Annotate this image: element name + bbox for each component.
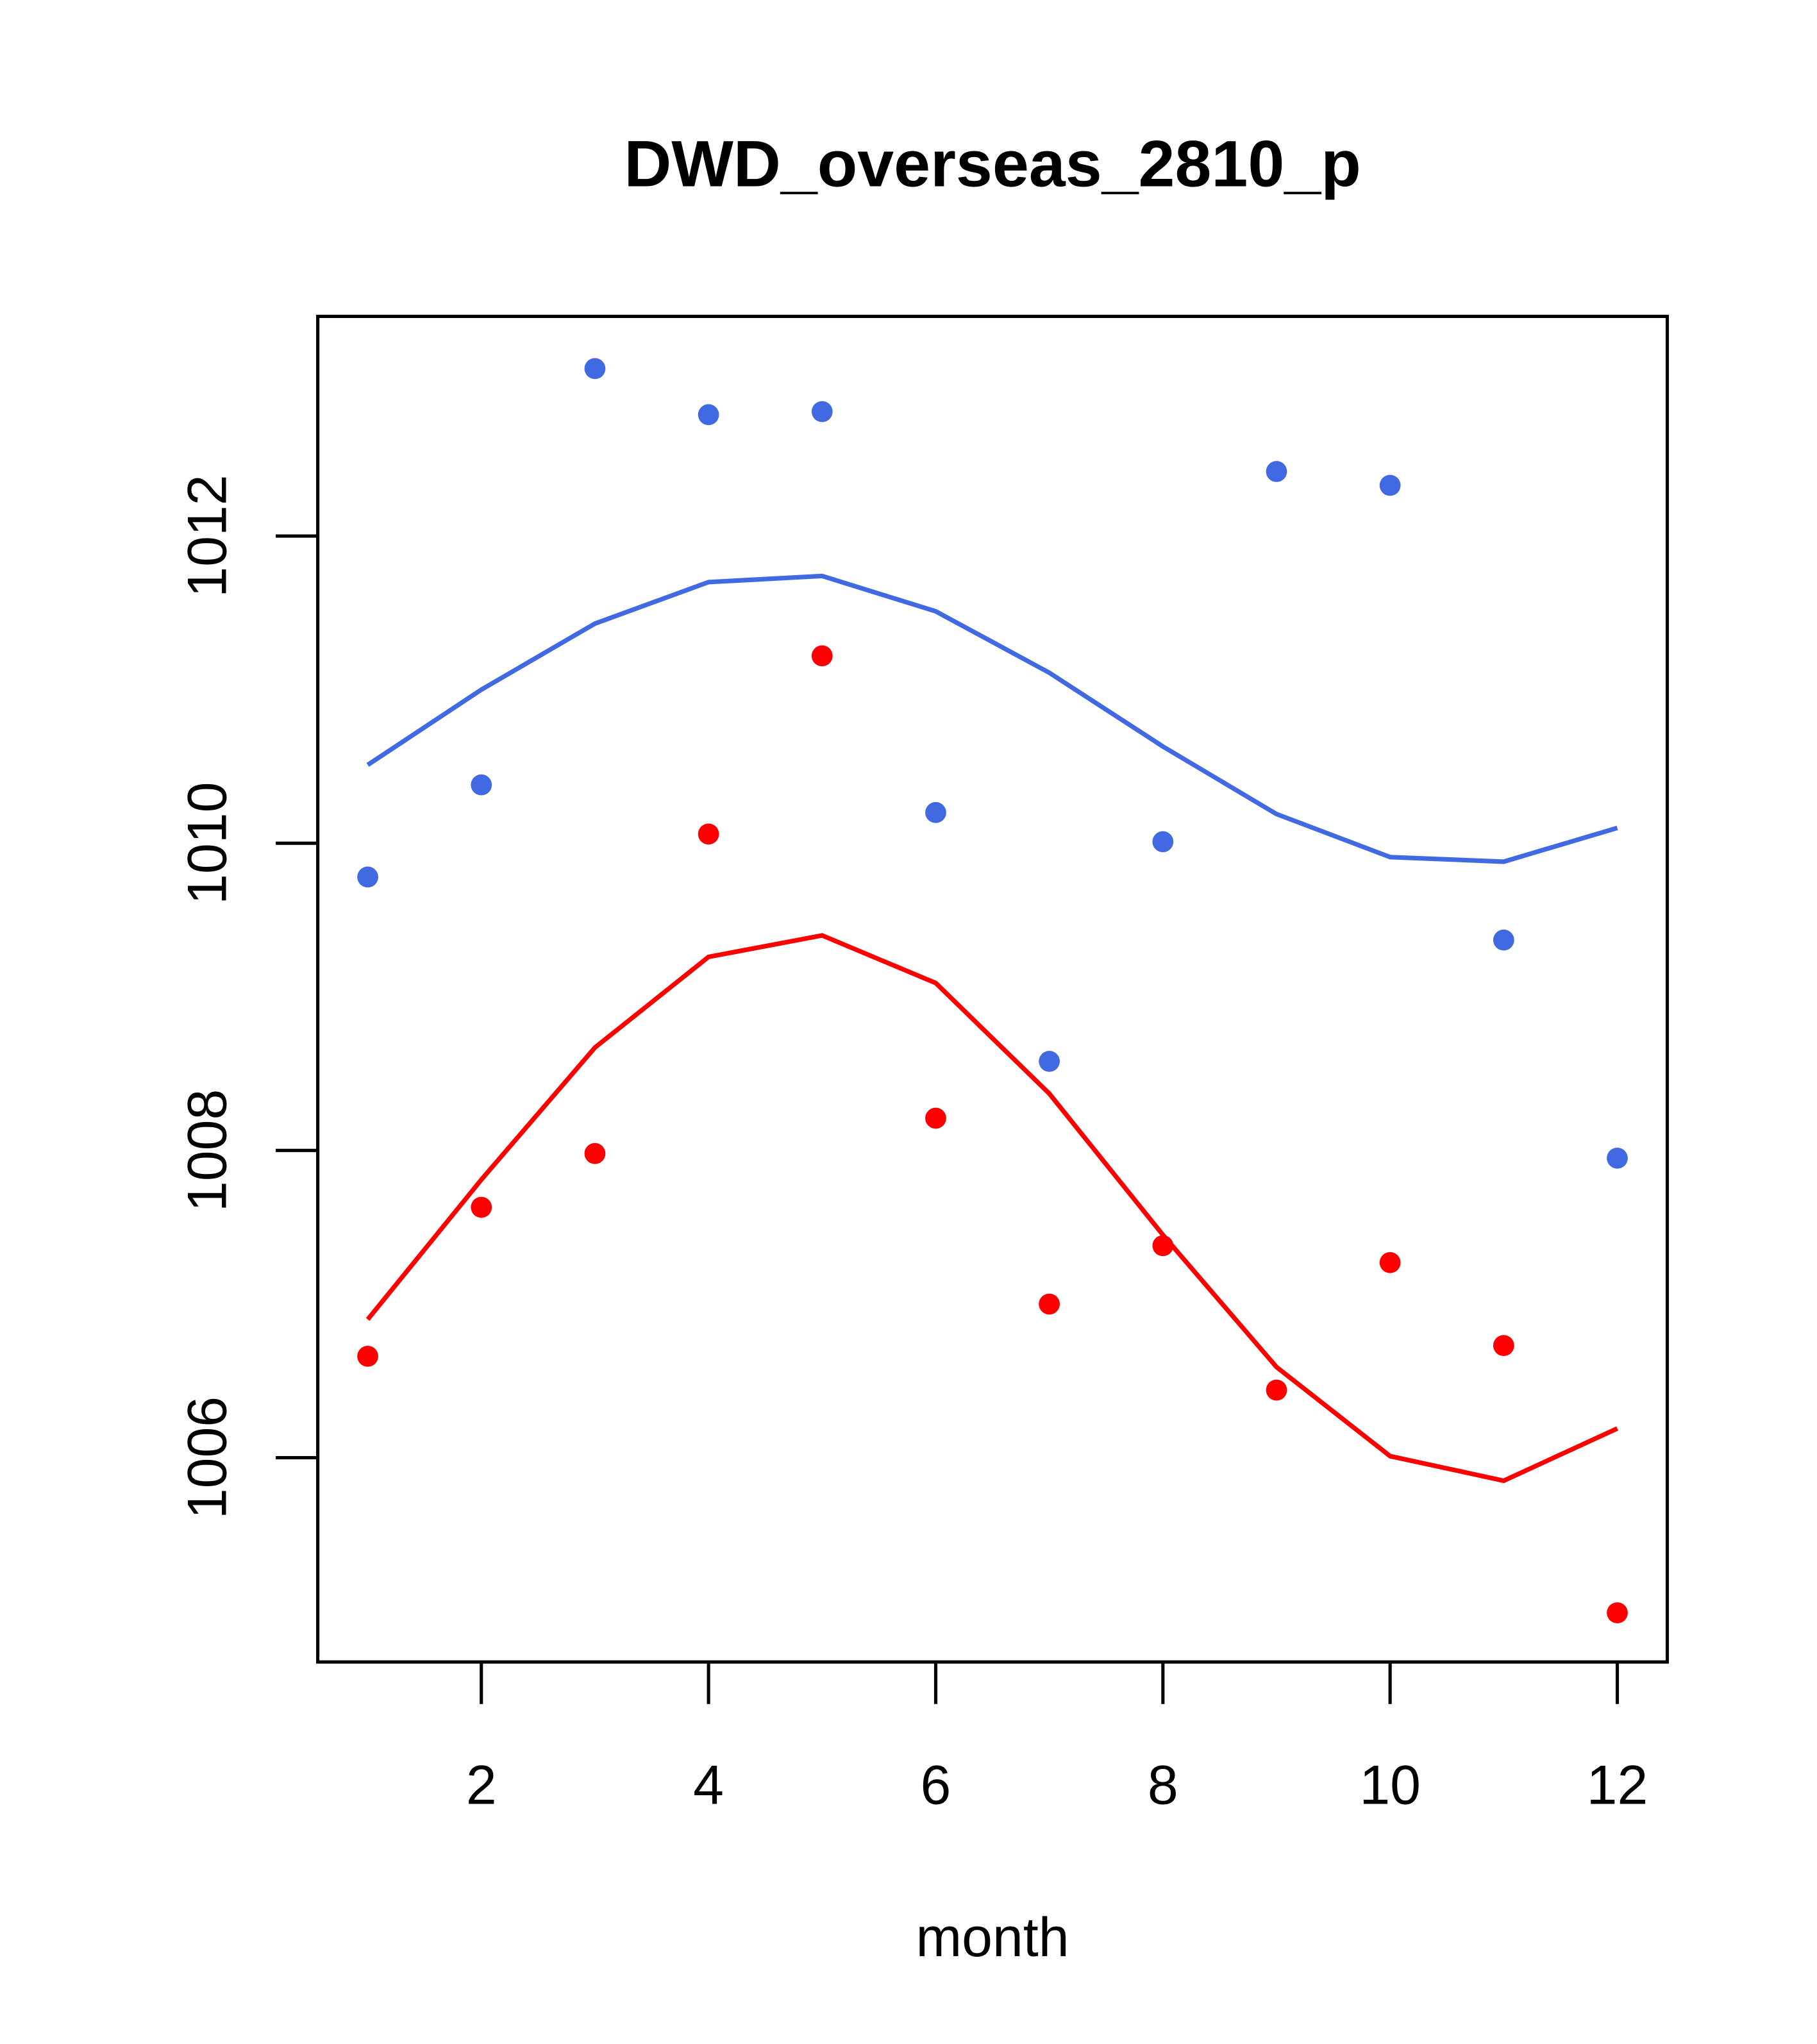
blue-point xyxy=(1039,1051,1060,1072)
series-layer xyxy=(357,358,1628,1623)
x-axis: 2 4 6 8 10 12 xyxy=(466,1662,1648,1816)
blue-point xyxy=(811,401,833,423)
x-tick-label: 6 xyxy=(921,1754,951,1816)
y-tick-label: 1012 xyxy=(176,474,238,597)
red-point xyxy=(1266,1379,1287,1401)
blue-point xyxy=(584,358,606,380)
red-point xyxy=(1493,1335,1514,1357)
red-point xyxy=(1379,1252,1401,1273)
red-point xyxy=(698,823,719,845)
blue-point xyxy=(471,774,492,796)
plot-frame xyxy=(316,314,1670,1664)
x-tick-label: 4 xyxy=(693,1754,724,1816)
y-tick-label: 1006 xyxy=(176,1396,238,1519)
chart-title: DWD_overseas_2810_p xyxy=(624,127,1361,201)
y-tick-label: 1008 xyxy=(176,1089,238,1212)
blue-point xyxy=(1152,831,1174,853)
red-point xyxy=(357,1346,378,1367)
red-line-series xyxy=(365,933,1619,1484)
red-point xyxy=(811,645,833,667)
x-axis-label: month xyxy=(916,1907,1069,1968)
blue-line-series xyxy=(366,573,1618,864)
red-point xyxy=(471,1196,492,1218)
x-tick-label: 12 xyxy=(1587,1754,1648,1816)
red-point xyxy=(1607,1602,1628,1623)
blue-point xyxy=(698,404,719,426)
blue-point xyxy=(925,801,946,823)
y-axis: 1006 1008 1010 1012 xyxy=(176,474,318,1519)
x-tick-label: 10 xyxy=(1359,1754,1421,1816)
y-tick-label: 1010 xyxy=(176,782,238,905)
blue-point xyxy=(1379,474,1401,496)
x-tick-label: 2 xyxy=(466,1754,497,1816)
blue-point xyxy=(1493,929,1514,951)
blue-point xyxy=(357,866,378,888)
red-point xyxy=(925,1107,946,1129)
blue-point xyxy=(1266,461,1287,482)
blue-point xyxy=(1607,1147,1628,1169)
red-point xyxy=(1039,1293,1060,1315)
x-tick-label: 8 xyxy=(1148,1754,1178,1816)
red-point xyxy=(584,1143,606,1164)
